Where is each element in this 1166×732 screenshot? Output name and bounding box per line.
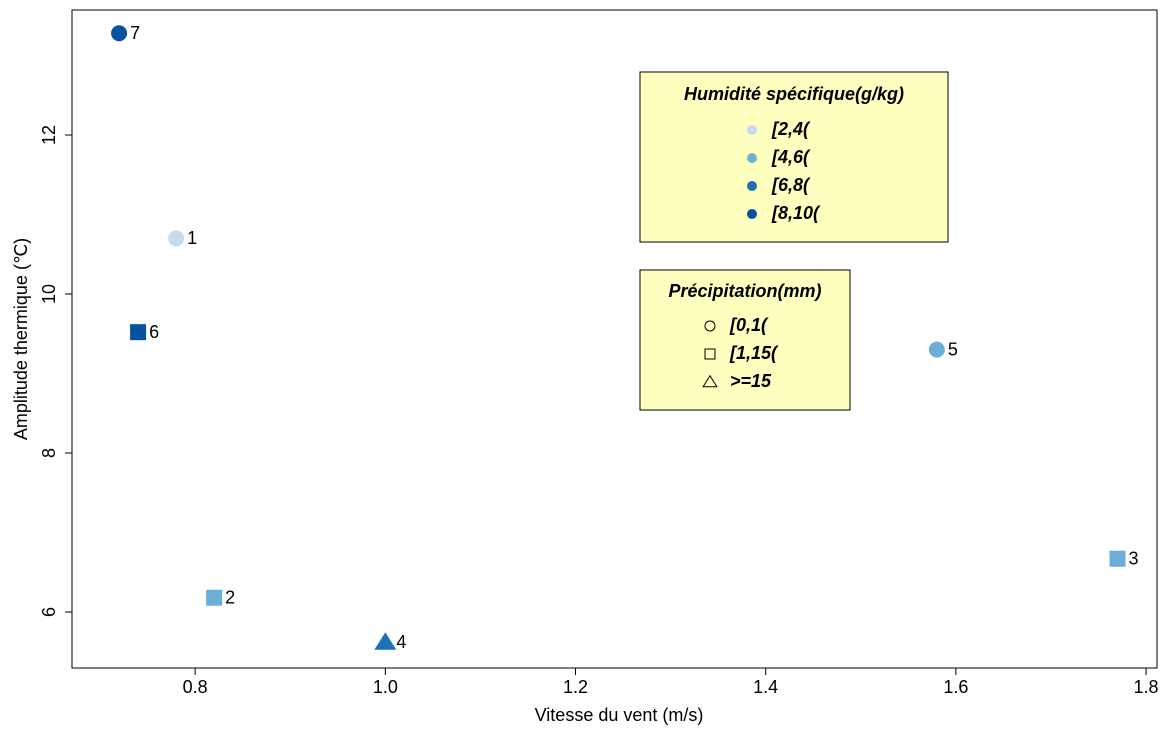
y-tick-label: 10 [39, 284, 59, 304]
legend-marker [704, 320, 716, 332]
legend-label: [0,1( [729, 315, 769, 335]
x-tick-label: 1.0 [373, 677, 398, 697]
point-label: 4 [396, 632, 406, 652]
legend-label: [6,8( [771, 175, 811, 195]
legend-box [639, 71, 949, 243]
point [1109, 550, 1126, 567]
point-label: 2 [225, 587, 235, 607]
point-label: 1 [187, 228, 197, 248]
legend-marker [747, 153, 757, 163]
y-tick-label: 12 [39, 125, 59, 145]
legend-label: >=15 [730, 371, 772, 391]
y-axis-label: Amplitude thermique (℃) [11, 238, 31, 440]
point [374, 632, 397, 650]
y-tick-label: 6 [39, 607, 59, 617]
y-tick-label: 8 [39, 448, 59, 458]
point [168, 230, 185, 247]
x-tick-label: 1.2 [563, 677, 588, 697]
point-label: 7 [130, 23, 140, 43]
legend-marker [702, 374, 718, 388]
x-tick-label: 1.6 [943, 677, 968, 697]
legend-label: [8,10( [771, 203, 821, 223]
point-label: 5 [948, 339, 958, 359]
legend-box [639, 269, 851, 411]
x-axis-label: Vitesse du vent (m/s) [535, 705, 704, 725]
plot-frame [71, 9, 1158, 669]
legend-marker [704, 348, 716, 360]
point [111, 25, 128, 42]
point-label: 3 [1129, 549, 1139, 569]
legend-title: Humidité spécifique(g/kg) [684, 84, 904, 104]
legend-title: Précipitation(mm) [668, 281, 821, 301]
point-label: 6 [149, 322, 159, 342]
x-tick-label: 0.8 [183, 677, 208, 697]
legend-label: [2,4( [771, 119, 811, 139]
point [206, 589, 223, 606]
x-tick-label: 1.8 [1134, 677, 1159, 697]
x-tick-label: 1.4 [753, 677, 778, 697]
legend-label: [4,6( [771, 147, 811, 167]
legend-marker [747, 125, 757, 135]
legend-label: [1,15( [729, 343, 779, 363]
legend-marker [747, 181, 757, 191]
point [130, 324, 147, 341]
legend-marker [747, 209, 757, 219]
point [928, 341, 945, 358]
